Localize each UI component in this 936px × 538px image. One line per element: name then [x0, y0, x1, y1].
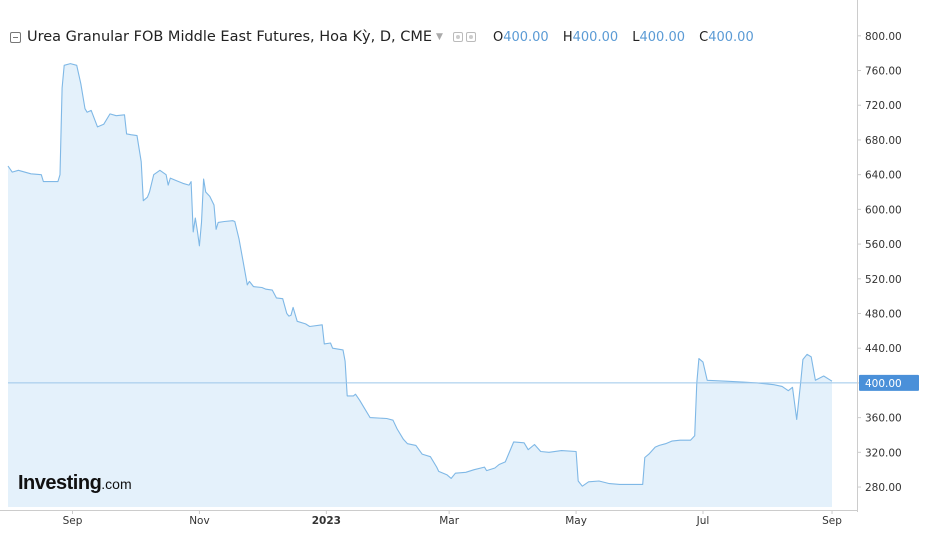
chart-legend: Urea Granular FOB Middle East Futures, H… — [10, 26, 754, 48]
y-tick-label: 320.00 — [865, 447, 902, 459]
close-label: C — [699, 29, 709, 45]
last-price-label: 400.00 — [865, 378, 902, 390]
logo-main: Investing — [18, 472, 102, 494]
chart-title: Urea Granular FOB Middle East Futures, H… — [27, 29, 433, 45]
ohlc-readout: O400.00 H400.00 L400.00 C400.00 — [483, 30, 754, 45]
x-tick-label: May — [565, 515, 587, 527]
x-tick-label: Jul — [696, 515, 710, 527]
y-tick-label: 760.00 — [865, 66, 902, 78]
y-tick-label: 640.00 — [865, 170, 902, 182]
high-label: H — [562, 29, 573, 45]
low-label: L — [632, 29, 640, 45]
close-value: 400.00 — [708, 29, 754, 45]
investing-logo: Investing.com — [18, 472, 132, 495]
y-tick-label: 440.00 — [865, 343, 902, 355]
y-tick-label: 560.00 — [865, 239, 902, 251]
series-area-fill — [8, 63, 832, 507]
y-tick-label: 360.00 — [865, 413, 902, 425]
chevron-down-icon[interactable]: ▼ — [436, 32, 443, 42]
x-tick-label: Mar — [439, 515, 459, 527]
y-tick-label: 600.00 — [865, 204, 902, 216]
x-tick-label: Nov — [189, 515, 210, 527]
y-tick-label: 680.00 — [865, 135, 902, 147]
series-line — [7, 63, 833, 487]
last-price-tag — [859, 374, 919, 391]
open-value: 400.00 — [503, 29, 549, 45]
x-tick-label: 2023 — [312, 515, 341, 527]
y-tick-label: 800.00 — [865, 31, 902, 43]
x-tick-label: Sep — [822, 515, 842, 527]
collapse-icon[interactable] — [10, 31, 21, 43]
x-tick-label: Sep — [63, 515, 83, 527]
plot-area — [7, 63, 857, 507]
visibility-icon[interactable] — [452, 32, 463, 42]
logo-suffix: .com — [101, 476, 132, 492]
y-tick-label: 480.00 — [865, 308, 902, 320]
axes: 800.00 760.00 720.00 680.00 640.00 600.00 560.… — [0, 0, 919, 527]
y-tick-label: 520.00 — [865, 274, 902, 286]
open-label: O — [492, 29, 504, 45]
high-value: 400.00 — [572, 29, 619, 45]
settings-icon[interactable] — [465, 32, 476, 42]
low-value: 400.00 — [639, 29, 686, 45]
y-tick-label: 280.00 — [865, 482, 902, 494]
y-tick-label: 720.00 — [865, 100, 902, 112]
